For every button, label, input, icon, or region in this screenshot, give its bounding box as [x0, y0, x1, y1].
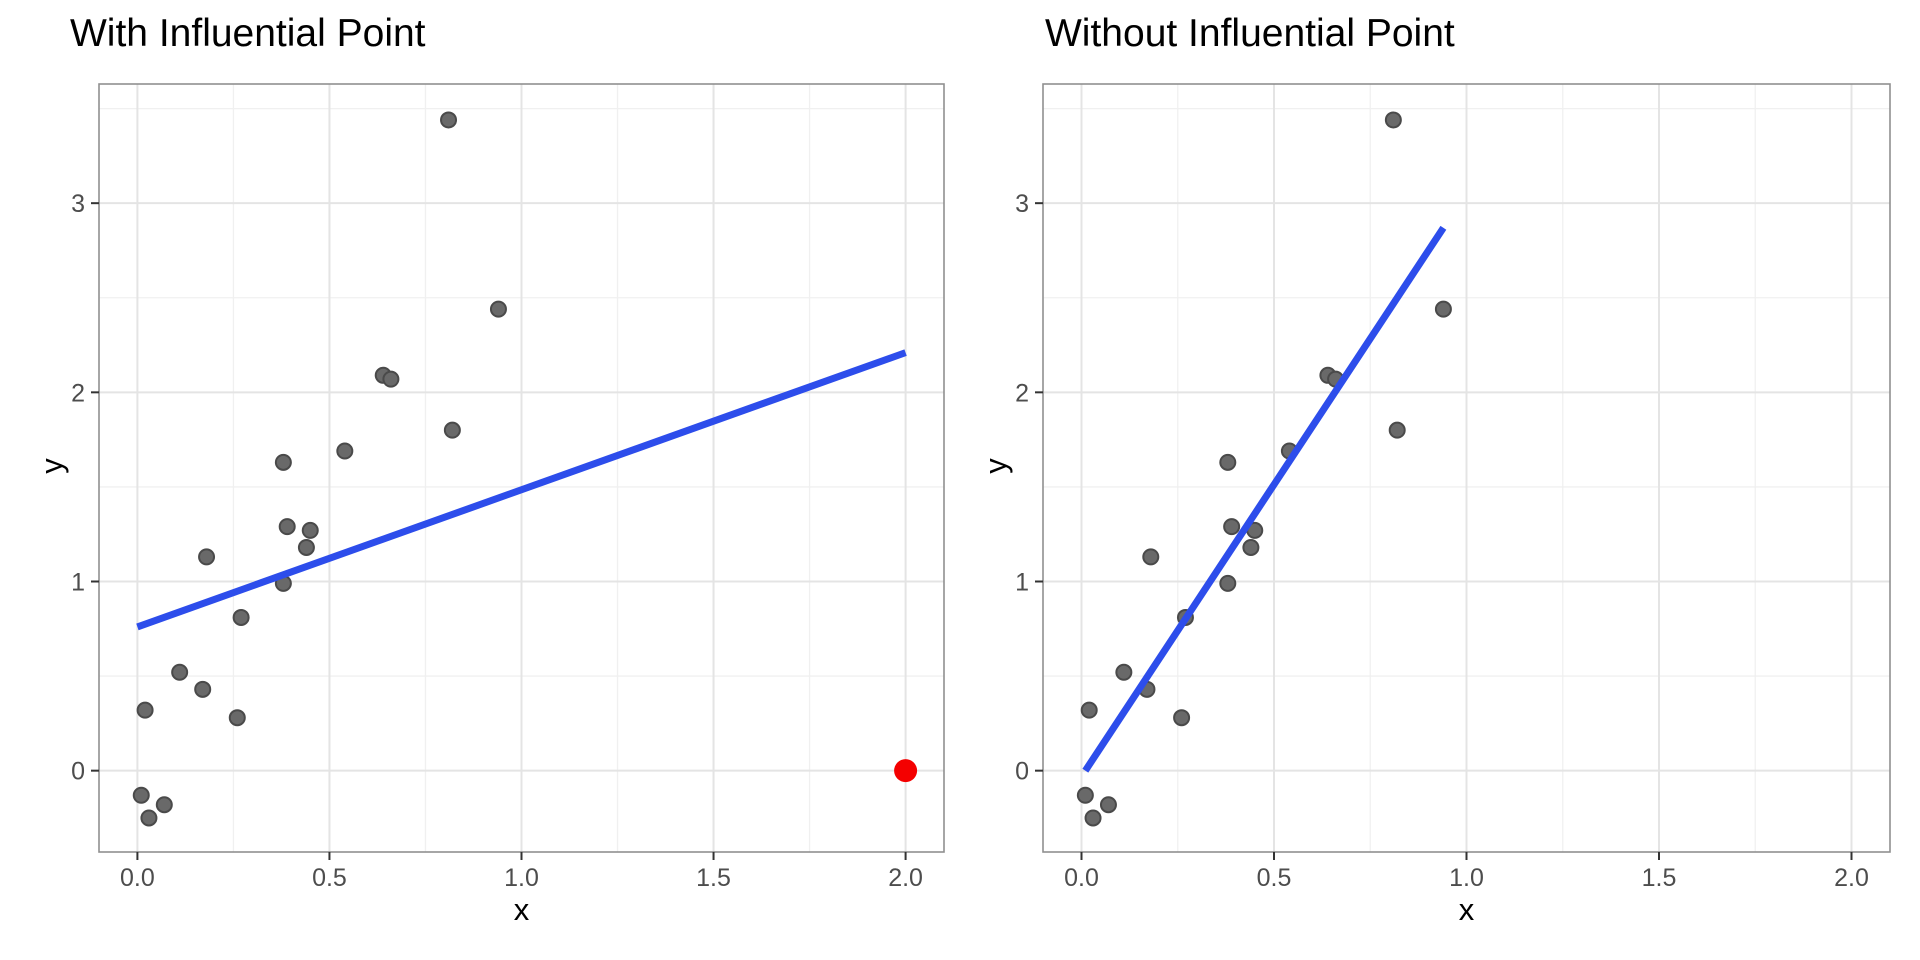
data-point: [1076, 786, 1094, 804]
data-point: [171, 663, 189, 681]
data-point: [297, 538, 315, 556]
data-point: [1173, 709, 1191, 727]
data-point: [228, 709, 246, 727]
data-point: [301, 521, 319, 539]
x-tick-label: 1.5: [696, 864, 731, 892]
y-tick-label: 2: [71, 379, 85, 407]
y-axis-title-right: y: [978, 458, 1013, 474]
influential-point: [894, 759, 918, 783]
data-point: [194, 680, 212, 698]
data-point: [1099, 796, 1117, 814]
data-point: [136, 701, 154, 719]
data-point: [1080, 701, 1098, 719]
y-tick-label: 1: [1015, 568, 1029, 596]
data-point: [198, 548, 216, 566]
data-point: [443, 421, 461, 439]
data-point: [382, 370, 400, 388]
x-tick-label: 1.0: [504, 864, 539, 892]
data-point: [1434, 300, 1452, 318]
data-point: [132, 786, 150, 804]
y-tick-label: 3: [1015, 190, 1029, 218]
y-tick-label: 0: [1015, 758, 1029, 786]
x-tick-label: 0.5: [1257, 864, 1292, 892]
data-point: [1142, 548, 1160, 566]
x-axis-title-left: x: [513, 892, 530, 927]
chart-panel: 0.0 0.5 1.0 1.5 2.0 0 1 2 3: [1015, 83, 1891, 892]
x-tick-label: 0.0: [1064, 864, 1099, 892]
data-point: [440, 111, 458, 129]
y-tick-label: 1: [71, 568, 85, 596]
regression-line: [136, 349, 907, 631]
data-point: [274, 453, 292, 471]
x-tick-label: 1.0: [1449, 864, 1484, 892]
y-tick-label: 2: [1015, 379, 1029, 407]
x-tick-label: 0.0: [120, 864, 155, 892]
plot-title-without-influential: Without Influential Point: [1045, 12, 1455, 55]
data-point: [1388, 421, 1406, 439]
x-tick-label: 1.5: [1642, 864, 1677, 892]
y-axis-title-left: y: [34, 458, 69, 474]
data-point: [1084, 809, 1102, 827]
data-point: [1115, 663, 1133, 681]
y-tick-label: 3: [71, 190, 85, 218]
data-point: [1219, 453, 1237, 471]
data-point: [232, 608, 250, 626]
x-tick-label: 0.5: [312, 864, 347, 892]
data-point: [140, 809, 158, 827]
data-point: [155, 796, 173, 814]
x-tick-label: 2.0: [888, 864, 923, 892]
regression-line: [1082, 225, 1447, 773]
data-point: [278, 518, 296, 536]
data-point: [489, 300, 507, 318]
y-tick-label: 0: [71, 758, 85, 786]
x-tick-label: 2.0: [1834, 864, 1869, 892]
chart-panel: 0.0 0.5 1.0 1.5 2.0 0 1 2 3: [71, 83, 945, 892]
data-point: [1242, 538, 1260, 556]
data-point: [1219, 574, 1237, 592]
data-point: [1223, 518, 1241, 536]
x-axis-title-right: x: [1458, 892, 1475, 927]
data-point: [336, 442, 354, 460]
plot-title-with-influential: With Influential Point: [70, 12, 426, 55]
data-point: [1384, 111, 1402, 129]
